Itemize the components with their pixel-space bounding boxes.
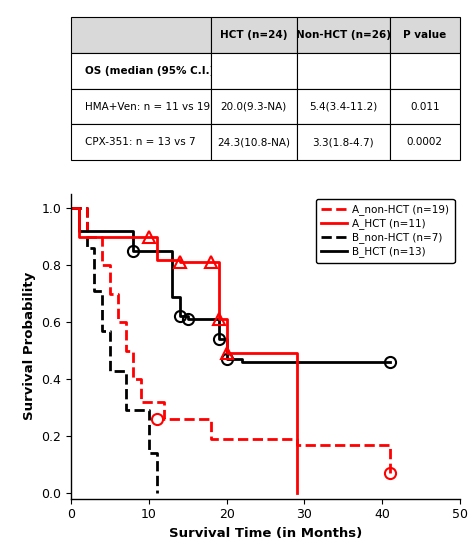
X-axis label: Survival Time (in Months): Survival Time (in Months) — [169, 527, 362, 540]
Y-axis label: Survival Probability: Survival Probability — [23, 272, 36, 420]
Legend: A_non-HCT (n=19), A_HCT (n=11), B_non-HCT (n=7), B_HCT (n=13): A_non-HCT (n=19), A_HCT (n=11), B_non-HC… — [316, 199, 455, 263]
